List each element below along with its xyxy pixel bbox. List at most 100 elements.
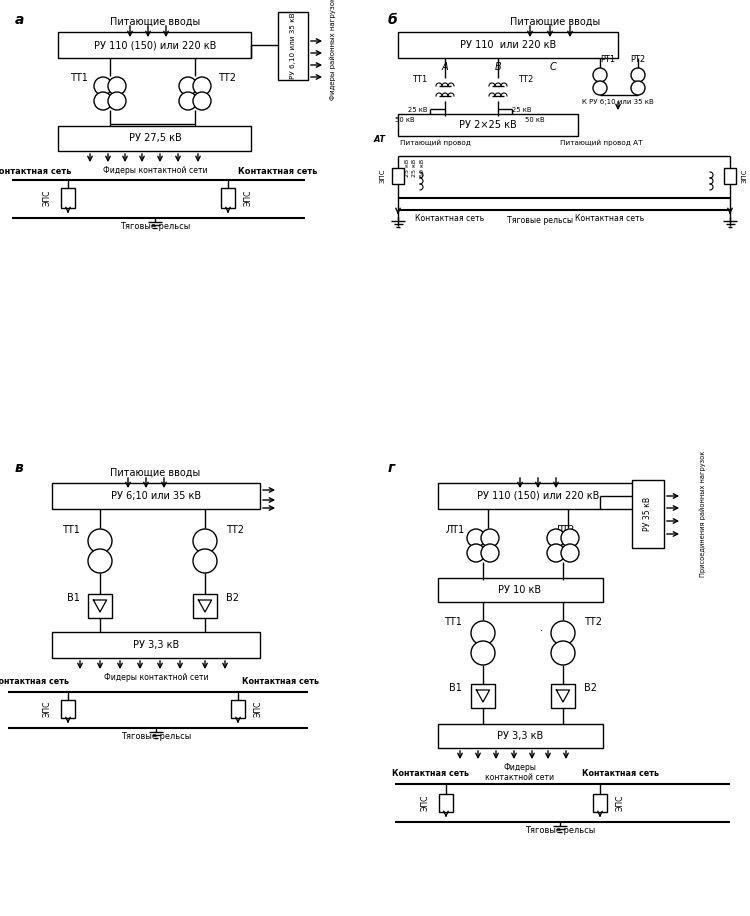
Text: ТТ1: ТТ1 bbox=[62, 525, 80, 535]
Bar bbox=[278, 12, 308, 80]
Text: ЭПС: ЭПС bbox=[254, 701, 263, 717]
Circle shape bbox=[561, 544, 579, 562]
Bar bbox=[61, 700, 75, 718]
Bar bbox=[439, 794, 453, 812]
Text: 50 кВ: 50 кВ bbox=[395, 117, 415, 123]
Text: .: . bbox=[540, 623, 543, 633]
Circle shape bbox=[108, 77, 126, 95]
Circle shape bbox=[193, 549, 217, 573]
Bar bbox=[438, 724, 603, 748]
Text: Тяговые рельсы: Тяговые рельсы bbox=[121, 732, 191, 741]
Text: В: В bbox=[495, 62, 501, 72]
Bar bbox=[632, 480, 664, 548]
Text: Контактная сеть: Контактная сеть bbox=[0, 167, 72, 176]
Text: ЛТ1: ЛТ1 bbox=[446, 525, 465, 535]
Text: Питающий провод АТ: Питающий провод АТ bbox=[560, 140, 643, 147]
Text: ТТ2: ТТ2 bbox=[218, 73, 236, 83]
Circle shape bbox=[551, 641, 575, 665]
Text: ТТ2: ТТ2 bbox=[518, 75, 533, 84]
Text: Контактная сеть: Контактная сеть bbox=[416, 214, 484, 223]
Text: 25 кВ: 25 кВ bbox=[412, 158, 417, 177]
Circle shape bbox=[179, 77, 197, 95]
Bar bbox=[221, 188, 235, 208]
Text: ЗПС: ЗПС bbox=[742, 169, 748, 183]
Text: ТТ1: ТТ1 bbox=[412, 75, 427, 84]
Circle shape bbox=[561, 529, 579, 547]
Bar bbox=[724, 168, 736, 184]
Text: ЭПС: ЭПС bbox=[244, 190, 253, 206]
Text: АТ: АТ bbox=[374, 135, 386, 144]
Circle shape bbox=[481, 544, 499, 562]
Bar bbox=[398, 32, 618, 58]
Bar bbox=[88, 594, 112, 618]
Text: РУ 110 (150) или 220 кВ: РУ 110 (150) или 220 кВ bbox=[94, 40, 216, 50]
Text: Контактная сеть: Контактная сеть bbox=[0, 678, 68, 686]
Circle shape bbox=[481, 529, 499, 547]
Circle shape bbox=[547, 544, 565, 562]
Text: РУ 35 кВ: РУ 35 кВ bbox=[644, 497, 652, 531]
Circle shape bbox=[94, 77, 112, 95]
Text: ЗПС: ЗПС bbox=[380, 169, 386, 183]
Text: РУ 3,3 кВ: РУ 3,3 кВ bbox=[133, 640, 179, 650]
Bar bbox=[58, 32, 251, 58]
Text: РУ 2×25 кВ: РУ 2×25 кВ bbox=[459, 120, 517, 130]
Circle shape bbox=[193, 529, 217, 553]
Text: РУ 110  или 220 кВ: РУ 110 или 220 кВ bbox=[460, 40, 556, 50]
Text: Фидеры районных нагрузок: Фидеры районных нагрузок bbox=[330, 0, 336, 100]
Circle shape bbox=[88, 529, 112, 553]
Text: 25 кВ: 25 кВ bbox=[405, 158, 410, 177]
Circle shape bbox=[593, 81, 607, 95]
Circle shape bbox=[631, 68, 645, 82]
Text: РУ 6,10 или 35 кВ: РУ 6,10 или 35 кВ bbox=[290, 13, 296, 80]
Text: Фидеры контактной сети: Фидеры контактной сети bbox=[104, 673, 209, 682]
Bar bbox=[551, 684, 575, 708]
Text: Контактная сеть: Контактная сеть bbox=[575, 214, 644, 223]
Circle shape bbox=[108, 92, 126, 110]
Text: Тяговые рельсы: Тяговые рельсы bbox=[525, 826, 596, 835]
Text: ЭПС: ЭПС bbox=[43, 701, 52, 717]
Text: РТ2: РТ2 bbox=[630, 56, 645, 64]
Text: Питающие вводы: Питающие вводы bbox=[510, 17, 600, 27]
Circle shape bbox=[94, 92, 112, 110]
Text: ЭПС: ЭПС bbox=[43, 190, 52, 206]
Text: Питающие вводы: Питающие вводы bbox=[110, 468, 200, 478]
Circle shape bbox=[467, 529, 485, 547]
Bar bbox=[58, 126, 251, 151]
Bar bbox=[193, 594, 217, 618]
Text: РТ1: РТ1 bbox=[600, 56, 615, 64]
Text: В2: В2 bbox=[226, 593, 239, 603]
Text: в: в bbox=[15, 461, 24, 475]
Circle shape bbox=[471, 641, 495, 665]
Text: Питающий провод: Питающий провод bbox=[400, 140, 471, 147]
Circle shape bbox=[551, 621, 575, 645]
Text: ТТ1: ТТ1 bbox=[444, 617, 462, 627]
Bar bbox=[52, 632, 260, 658]
Bar bbox=[438, 578, 603, 602]
Text: ТТ2: ТТ2 bbox=[584, 617, 602, 627]
Text: 50 кВ: 50 кВ bbox=[420, 158, 425, 177]
Circle shape bbox=[631, 81, 645, 95]
Text: ТТ1: ТТ1 bbox=[70, 73, 88, 83]
Text: 25 кВ: 25 кВ bbox=[409, 107, 428, 113]
Circle shape bbox=[593, 68, 607, 82]
Circle shape bbox=[193, 77, 211, 95]
Text: Контактная сеть: Контактная сеть bbox=[392, 769, 469, 778]
Circle shape bbox=[467, 544, 485, 562]
Text: Питающие вводы: Питающие вводы bbox=[110, 17, 200, 27]
Text: РУ 27,5 кВ: РУ 27,5 кВ bbox=[129, 133, 182, 143]
Text: ТТ2: ТТ2 bbox=[226, 525, 244, 535]
Text: РУ 10 кВ: РУ 10 кВ bbox=[499, 585, 542, 595]
Circle shape bbox=[179, 92, 197, 110]
Text: 50 кВ: 50 кВ bbox=[525, 117, 544, 123]
Bar bbox=[61, 188, 75, 208]
Text: ЛТ2: ЛТ2 bbox=[556, 525, 575, 535]
Text: ЭПС: ЭПС bbox=[421, 795, 430, 812]
Text: 25 кВ: 25 кВ bbox=[512, 107, 532, 113]
Text: Тяговые рельсы: Тяговые рельсы bbox=[507, 216, 573, 225]
Text: В2: В2 bbox=[584, 683, 597, 693]
Text: Контактная сеть: Контактная сеть bbox=[238, 167, 318, 176]
Text: а: а bbox=[15, 13, 24, 27]
Text: Контактная сеть: Контактная сеть bbox=[242, 678, 319, 686]
Text: ЭПС: ЭПС bbox=[616, 795, 625, 812]
Bar bbox=[52, 483, 260, 509]
